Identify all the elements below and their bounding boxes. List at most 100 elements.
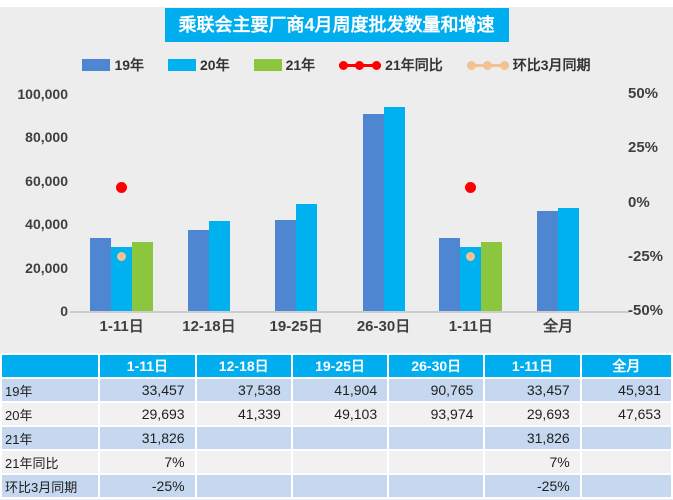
left-axis-tick: 0 <box>60 303 68 319</box>
legend-label: 21年同比 <box>385 57 443 73</box>
table-cell <box>581 475 671 497</box>
legend-label: 19年 <box>114 57 145 73</box>
row-label: 19年 <box>2 379 99 401</box>
table-header-cell: 26-30日 <box>389 355 484 377</box>
table-cell: 33,457 <box>100 379 195 401</box>
legend-label: 20年 <box>200 57 230 73</box>
table-row-环比3月同期: 环比3月同期 -25% -25% <box>2 475 671 497</box>
legend-markerline-icon <box>466 60 509 70</box>
chart-title: 乘联会主要厂商4月周度批发数量和增速 <box>164 8 509 42</box>
table-header-cell: 1-11日 <box>485 355 580 377</box>
weekly-wholesale-chart: 乘联会主要厂商4月周度批发数量和增速 19年 20年 21年 21年同比 环比3月同期 … <box>0 8 673 335</box>
table-cell <box>581 451 671 473</box>
right-axis-tick: -25% <box>628 247 664 265</box>
x-axis-label: 1-11日 <box>99 318 144 335</box>
table-cell: 33,457 <box>485 379 580 401</box>
legend-swatch-icon <box>253 59 282 71</box>
table-cell <box>292 451 388 473</box>
table-body: 19年 33,457 37,538 41,904 90,765 33,457 45,931 2… <box>2 379 671 497</box>
bar-20年 <box>208 221 230 311</box>
row-label: 21年 <box>2 427 99 449</box>
right-axis-tick: 50% <box>628 85 659 102</box>
table-cell <box>292 427 388 449</box>
table-cell: 41,339 <box>196 403 291 425</box>
bar-19年 <box>275 220 297 311</box>
table-cell <box>196 427 291 449</box>
table-header-cell: 19-25日 <box>292 355 388 377</box>
row-label: 20年 <box>2 403 99 425</box>
legend-item-21年同比: 21年同比 <box>339 55 443 75</box>
table-header-cell: 12-18日 <box>196 355 291 377</box>
row-label: 环比3月同期 <box>2 475 99 497</box>
table-cell <box>389 451 484 473</box>
left-axis-tick: 80,000 <box>25 129 68 146</box>
table-row-21年同比: 21年同比 7% 7% <box>2 451 671 473</box>
bar-21年 <box>132 241 154 311</box>
table-cell: 31,826 <box>485 427 580 449</box>
table-cell <box>389 475 484 497</box>
bar-20年 <box>111 246 133 311</box>
legend-swatch-icon <box>168 59 197 71</box>
table-row-21年: 21年 31,826 31,826 <box>2 427 671 449</box>
right-axis-tick: -50% <box>628 302 664 319</box>
bar-19年 <box>439 238 461 311</box>
marker-dot-环比3月同期 <box>117 252 127 262</box>
table-cell: 29,693 <box>100 403 195 425</box>
table-cell: 7% <box>100 451 195 473</box>
x-axis-label: 26-30日 <box>356 318 411 335</box>
table-cell: -25% <box>100 475 195 497</box>
legend-label: 环比3月同期 <box>512 57 591 73</box>
left-axis-tick: 100,000 <box>17 86 68 102</box>
bar-19年 <box>90 238 112 311</box>
bar-20年 <box>296 204 318 311</box>
right-axis-tick: 25% <box>628 139 659 157</box>
legend-item-环比3月同期: 环比3月同期 <box>466 55 591 75</box>
right-axis-tick: 0% <box>628 193 650 211</box>
legend-item-19年: 19年 <box>82 55 144 75</box>
table-cell <box>389 427 484 449</box>
bar-20年 <box>558 207 580 311</box>
marker-dot-21年同比 <box>465 181 477 193</box>
table-cell: 7% <box>485 451 580 473</box>
x-axis-label: 1-11日 <box>448 318 493 335</box>
chart-legend: 19年 20年 21年 21年同比 环比3月同期 <box>0 56 673 74</box>
bar-19年 <box>362 114 384 311</box>
table-header-cell: 全月 <box>581 355 671 377</box>
bar-19年 <box>187 229 209 311</box>
table-cell: 29,693 <box>485 403 580 425</box>
bar-20年 <box>460 246 482 311</box>
left-axis-tick: 20,000 <box>25 259 68 276</box>
table-cell <box>196 451 291 473</box>
table-cell: 45,931 <box>581 379 671 401</box>
weekly-data-table: 1-11日 12-18日 19-25日 26-30日 1-11日 全月 19年 33,457… <box>0 353 673 499</box>
table-cell: 93,974 <box>389 403 484 425</box>
table-header: 1-11日 12-18日 19-25日 26-30日 1-11日 全月 <box>2 355 671 377</box>
left-axis-tick: 40,000 <box>25 216 68 233</box>
marker-dot-环比3月同期 <box>466 252 476 262</box>
table-cell: 90,765 <box>389 379 484 401</box>
table-cell: 41,904 <box>292 379 388 401</box>
x-axis-line <box>70 311 630 313</box>
row-label: 21年同比 <box>2 451 99 473</box>
table-row-20年: 20年 29,693 41,339 49,103 93,974 29,693 47,653 <box>2 403 671 425</box>
table-cell <box>196 475 291 497</box>
x-axis-label: 12-18日 <box>182 318 236 335</box>
legend-item-21年: 21年 <box>253 55 315 75</box>
legend-swatch-icon <box>82 59 111 71</box>
table-header-row: 1-11日 12-18日 19-25日 26-30日 1-11日 全月 <box>2 355 671 377</box>
bar-19年 <box>537 211 559 311</box>
table-cell: 49,103 <box>292 403 388 425</box>
table-header-cell <box>2 355 99 377</box>
marker-dot-21年同比 <box>116 181 128 193</box>
legend-item-20年: 20年 <box>168 55 230 75</box>
table-cell: 31,826 <box>100 427 195 449</box>
table-row-19年: 19年 33,457 37,538 41,904 90,765 33,457 45,931 <box>2 379 671 401</box>
table-cell <box>292 475 388 497</box>
bar-20年 <box>383 107 405 311</box>
x-axis-label: 19-25日 <box>269 318 323 335</box>
top-white-strip <box>0 0 673 7</box>
table-cell <box>581 427 671 449</box>
bar-21年 <box>481 241 503 311</box>
table-cell: 37,538 <box>196 379 291 401</box>
legend-markerline-icon <box>339 60 382 70</box>
